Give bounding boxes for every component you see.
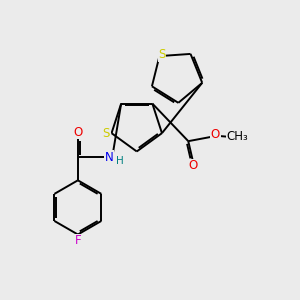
Text: O: O	[73, 126, 83, 139]
Text: N: N	[104, 151, 113, 164]
Text: F: F	[74, 235, 81, 248]
Text: O: O	[188, 159, 197, 172]
Text: S: S	[103, 127, 110, 140]
Text: O: O	[211, 128, 220, 141]
Text: S: S	[158, 48, 166, 61]
Text: H: H	[116, 156, 124, 166]
Text: CH₃: CH₃	[226, 130, 248, 143]
